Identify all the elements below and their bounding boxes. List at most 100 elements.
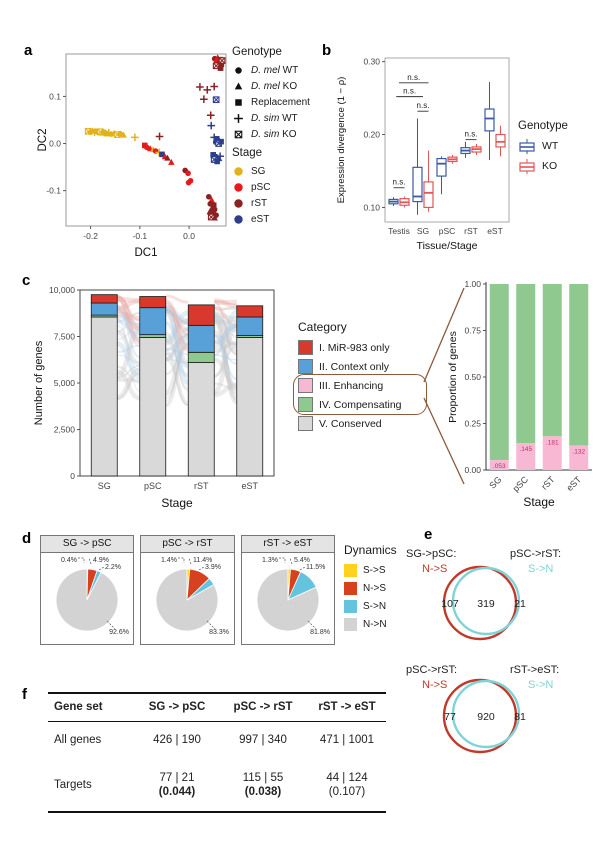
dynamics-swatch-icon bbox=[344, 563, 357, 577]
stage-dot-icon bbox=[234, 166, 243, 176]
category-swatch-icon bbox=[298, 340, 313, 355]
svg-text:920: 920 bbox=[477, 711, 495, 723]
boxplot-glyph-icon bbox=[519, 158, 535, 174]
svg-text:SG: SG bbox=[98, 481, 111, 491]
venn-circles: 107 319 21 bbox=[441, 565, 526, 641]
alluvial-flows bbox=[116, 294, 238, 408]
svg-text:rST: rST bbox=[539, 474, 557, 492]
table-cell: 426 | 190 bbox=[153, 734, 201, 747]
panel-c-label: c bbox=[22, 272, 31, 289]
table-header-cell: SG -> pSC bbox=[148, 701, 206, 714]
genotype-legend-item: D. mel KO bbox=[232, 78, 327, 94]
table-header-cell: pSC -> rST bbox=[233, 701, 293, 714]
svg-text:11.4%: 11.4% bbox=[193, 557, 212, 564]
svg-text:2.2%: 2.2% bbox=[105, 564, 121, 571]
svg-text:pSC: pSC bbox=[439, 226, 456, 236]
svg-text:1.4%: 1.4% bbox=[161, 557, 177, 564]
pie-chart: 1.3% 5.4%11.5% 81.8% bbox=[256, 557, 330, 636]
box-legend-title: Genotype bbox=[518, 120, 568, 132]
category-legend-item: IV. Compensating bbox=[298, 395, 428, 414]
svg-text:81: 81 bbox=[514, 711, 526, 723]
venn-left-title: SG->pSC: bbox=[406, 548, 457, 560]
svg-text:1.00: 1.00 bbox=[464, 279, 481, 289]
category-swatch-icon bbox=[298, 378, 313, 393]
genotype-legend-item: Replacement bbox=[232, 94, 327, 110]
table-cell: 44 | 124 (0.107) bbox=[326, 771, 368, 798]
svg-text:Proportion of genes: Proportion of genes bbox=[447, 331, 459, 423]
svg-text:92.6%: 92.6% bbox=[109, 629, 129, 636]
svg-text:Testis: Testis bbox=[388, 226, 410, 236]
table-row-label: All genes bbox=[54, 734, 102, 747]
svg-text:0.75: 0.75 bbox=[464, 326, 481, 336]
svg-text:.181: .181 bbox=[546, 439, 559, 446]
pie-card-pie_psc_rst: pSC -> rST 1.4% 11.4% 3.9% 83.3% bbox=[140, 535, 235, 645]
svg-text:2,500: 2,500 bbox=[54, 425, 76, 435]
svg-text:11.5%: 11.5% bbox=[306, 564, 325, 571]
category-swatch-icon bbox=[298, 359, 313, 374]
venn-left-subtitle: N->S bbox=[422, 563, 448, 575]
svg-text:4.9%: 4.9% bbox=[93, 557, 109, 564]
venn-right-title: rST->eST: bbox=[510, 664, 560, 676]
category-swatch-icon bbox=[298, 397, 313, 412]
dynamics-legend-title: Dynamics bbox=[344, 543, 397, 557]
venn-left-title: pSC->rST: bbox=[406, 664, 458, 676]
svg-text:0.0: 0.0 bbox=[49, 139, 61, 149]
svg-text:SG: SG bbox=[417, 226, 429, 236]
table-row-label: Targets bbox=[54, 778, 92, 791]
stage-legend-items: SG pSC rST eST bbox=[232, 163, 327, 227]
category-legend-items: I. MiR-983 only II. Context only III. Enha… bbox=[298, 338, 428, 433]
stage-dot-icon bbox=[234, 182, 243, 192]
pie-card-pie_sg_psc: SG -> pSC 0.4% 4.9% 2.2% 92.6% bbox=[40, 535, 135, 645]
pie-title: pSC -> rST bbox=[141, 536, 234, 553]
genotype-legend-items: D. mel WT D. mel KO Replacement D. sim WT D.… bbox=[232, 62, 327, 142]
genotype-stage-legend: Genotype D. mel WT D. mel KO Replacement D.… bbox=[232, 46, 327, 227]
table-row: Targets 77 | 21 (0.044) 115 | 55 (0.038) 44 |… bbox=[48, 759, 386, 811]
svg-text:eST: eST bbox=[241, 481, 258, 491]
stage-dot-icon bbox=[234, 198, 243, 208]
dynamics-pie-row: SG -> pSC 0.4% 4.9% 2.2% 92.6% pSC -> rST 1.4%… bbox=[40, 535, 335, 647]
svg-text:.145: .145 bbox=[519, 446, 532, 453]
svg-text:SG: SG bbox=[487, 474, 503, 490]
panel-e-label: e bbox=[424, 526, 433, 543]
gene-number-alluvial-chart: SG pSC rST eST 0 2,500 5,000 7,500 10,000 Stage Nu… bbox=[33, 285, 275, 510]
svg-text:pSC: pSC bbox=[511, 474, 531, 494]
table-cell: 77 | 21 (0.044) bbox=[158, 771, 196, 798]
svg-text:21: 21 bbox=[514, 598, 526, 610]
svg-text:n.s.: n.s. bbox=[393, 178, 406, 187]
gene-set-table: Gene set SG -> pSC pSC -> rST rST -> eST All… bbox=[48, 692, 386, 813]
stage-dot-icon bbox=[234, 214, 243, 224]
stage-legend-title: Stage bbox=[232, 147, 263, 159]
venn-right-subtitle: S->N bbox=[528, 563, 554, 575]
svg-text:7,500: 7,500 bbox=[54, 332, 76, 342]
panel-b-label: b bbox=[322, 42, 332, 59]
svg-text:-0.2: -0.2 bbox=[83, 231, 98, 241]
category-legend-title: Category bbox=[298, 320, 347, 334]
svg-text:-0.1: -0.1 bbox=[133, 231, 148, 241]
svg-text:-0.1: -0.1 bbox=[46, 186, 61, 196]
dc-scatter-plot: -0.2 -0.1 0.0 -0.1 0.0 0.1 DC1 DC2 bbox=[37, 53, 227, 259]
svg-text:0.4%: 0.4% bbox=[61, 557, 77, 564]
table-cell: 997 | 340 bbox=[239, 734, 287, 747]
svg-text:77: 77 bbox=[444, 711, 456, 723]
circle-icon bbox=[235, 66, 242, 74]
svg-text:5.4%: 5.4% bbox=[294, 557, 310, 564]
svg-text:1.3%: 1.3% bbox=[262, 557, 278, 564]
svg-text:0.00: 0.00 bbox=[464, 465, 481, 475]
pie-title: rST -> eST bbox=[241, 536, 334, 553]
svg-text:n.s.: n.s. bbox=[417, 101, 430, 110]
pie-title: SG -> pSC bbox=[41, 536, 134, 553]
pie-chart: 1.4% 11.4%3.9% 83.3% bbox=[156, 557, 229, 636]
svg-text:0.10: 0.10 bbox=[363, 202, 380, 212]
genotype-box-legend: Genotype WT KO bbox=[518, 120, 596, 176]
panel-d-label: d bbox=[22, 530, 32, 547]
svg-text:n.s.: n.s. bbox=[465, 130, 478, 139]
stage-legend-item-SG: SG bbox=[232, 163, 327, 179]
venn-right-title: pSC->rST: bbox=[510, 548, 562, 560]
svg-text:3.9%: 3.9% bbox=[205, 564, 221, 571]
svg-text:107: 107 bbox=[441, 598, 459, 610]
category-legend-item: II. Context only bbox=[298, 357, 428, 376]
dynamics-legend-items: S->S N->S S->N N->N bbox=[344, 561, 414, 633]
pie-card-pie_rst_est: rST -> eST 1.3% 5.4% 11.5% 81.8% bbox=[240, 535, 335, 645]
square-icon bbox=[235, 98, 242, 106]
dynamics-swatch-icon bbox=[344, 599, 357, 613]
